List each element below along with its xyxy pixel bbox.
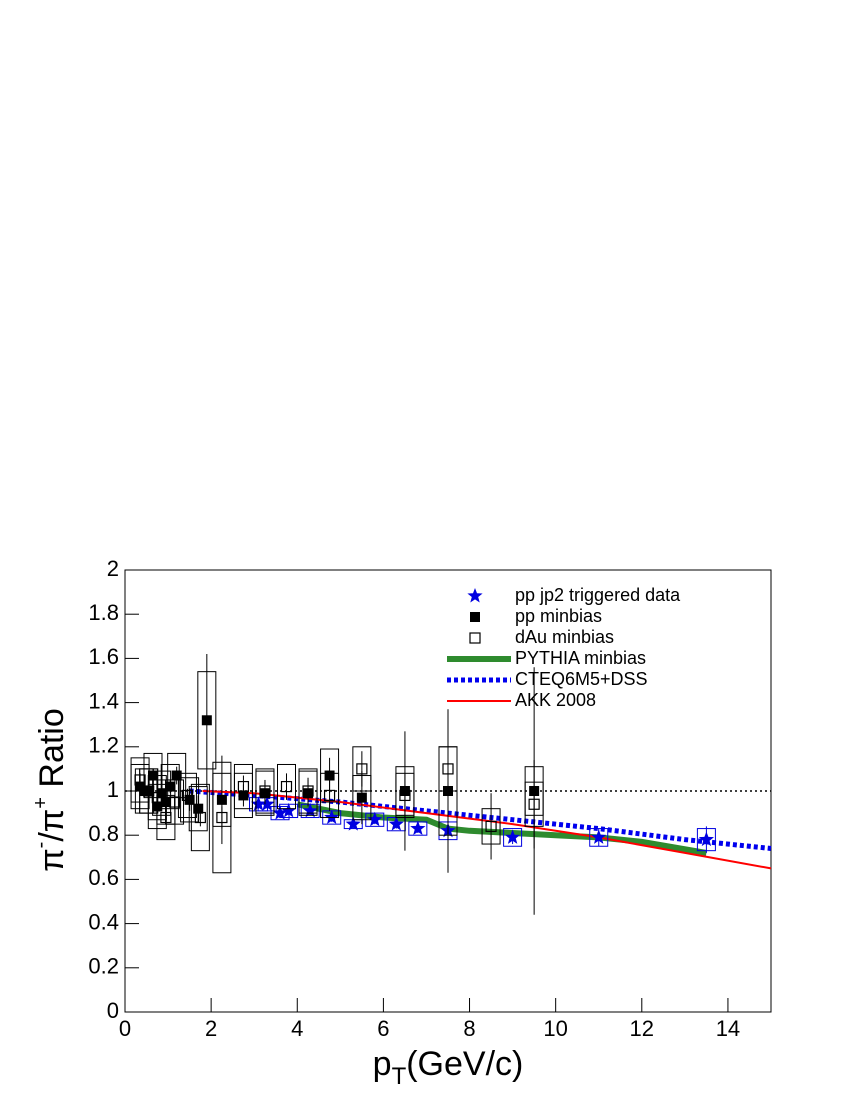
data-point bbox=[181, 789, 194, 802]
x-tick-label: 8 bbox=[463, 1016, 475, 1041]
y-tick-label: 1.4 bbox=[88, 688, 119, 713]
y-tick-label: 1.6 bbox=[88, 644, 119, 669]
data-point bbox=[201, 715, 212, 726]
systematic-box bbox=[212, 761, 232, 874]
y-label-part: /π bbox=[33, 809, 71, 842]
data-point bbox=[367, 811, 383, 827]
data-point bbox=[324, 809, 340, 824]
systematic-box bbox=[320, 772, 340, 819]
legend-label: pp minbias bbox=[515, 606, 602, 626]
systematic-box bbox=[255, 768, 275, 814]
data-point bbox=[591, 829, 607, 844]
x-axis-label: pT(GeV/c) bbox=[373, 1045, 524, 1090]
y-tick-label: 1.8 bbox=[88, 600, 119, 625]
data-point bbox=[505, 829, 521, 844]
data-point bbox=[259, 796, 275, 811]
y-label-part: Ratio bbox=[33, 708, 71, 797]
data-point bbox=[216, 794, 227, 805]
data-point bbox=[193, 803, 204, 814]
systematic-box bbox=[352, 746, 372, 792]
data-point bbox=[194, 811, 206, 824]
legend-swatch bbox=[467, 588, 483, 603]
data-point bbox=[399, 789, 411, 802]
legend-label: pp jp2 triggered data bbox=[515, 585, 681, 605]
x-tick-label: 12 bbox=[630, 1016, 654, 1041]
legend-swatch bbox=[470, 612, 480, 622]
x-tick-label: 2 bbox=[205, 1016, 217, 1041]
data-point bbox=[280, 780, 293, 793]
systematic-box bbox=[177, 772, 197, 819]
x-label-part: p bbox=[373, 1045, 392, 1083]
data-point bbox=[302, 785, 314, 797]
x-label-part: (GeV/c) bbox=[406, 1045, 523, 1083]
systematic-box bbox=[165, 779, 185, 825]
data-point bbox=[356, 792, 367, 803]
data-point bbox=[442, 763, 454, 775]
y-tick-label: 0.4 bbox=[88, 909, 119, 934]
data-point bbox=[302, 802, 318, 818]
data-point bbox=[324, 770, 335, 781]
y-tick-label: 0.2 bbox=[88, 954, 119, 979]
y-label-part: π bbox=[33, 848, 71, 871]
x-label-part: T bbox=[392, 1063, 407, 1090]
data-point bbox=[216, 811, 228, 824]
data-point bbox=[485, 820, 497, 832]
x-tick-label: 4 bbox=[291, 1016, 303, 1041]
y-tick-label: 0 bbox=[107, 998, 119, 1023]
x-tick-label: 0 bbox=[119, 1016, 131, 1041]
legend-label: dAu minbias bbox=[515, 627, 614, 647]
y-tick-label: 1 bbox=[107, 777, 119, 802]
data-point bbox=[168, 796, 181, 808]
systematic-box bbox=[503, 828, 523, 847]
data-point bbox=[528, 798, 540, 810]
legend-label: PYTHIA minbias bbox=[515, 648, 646, 668]
y-axis-label: π-/π+ Ratio bbox=[30, 708, 71, 872]
legend-swatch bbox=[469, 632, 481, 644]
data-point bbox=[698, 831, 714, 847]
y-tick-label: 1.2 bbox=[88, 733, 119, 758]
y-label-part: + bbox=[30, 797, 52, 809]
legend-label: AKK 2008 bbox=[515, 690, 596, 710]
systematic-box bbox=[190, 783, 210, 852]
y-label-part: - bbox=[30, 842, 52, 849]
y-tick-label: 2 bbox=[107, 556, 119, 581]
data-point bbox=[323, 789, 336, 802]
data-point bbox=[281, 802, 297, 818]
data-point bbox=[259, 785, 271, 797]
systematic-box bbox=[298, 768, 318, 814]
systematic-box bbox=[233, 763, 253, 810]
y-tick-label: 0.6 bbox=[88, 865, 119, 890]
data-point bbox=[356, 763, 368, 775]
data-point bbox=[165, 781, 176, 792]
systematic-box bbox=[160, 763, 180, 810]
x-tick-label: 6 bbox=[377, 1016, 389, 1041]
x-tick-label: 14 bbox=[716, 1016, 740, 1041]
x-tick-label: 10 bbox=[543, 1016, 567, 1041]
model-line bbox=[296, 801, 707, 856]
data-point bbox=[345, 816, 361, 831]
systematic-box bbox=[277, 763, 296, 810]
data-point bbox=[388, 816, 404, 831]
data-point bbox=[410, 820, 426, 835]
systematic-box bbox=[188, 786, 208, 832]
legend-label: CTEQ6M5+DSS bbox=[515, 669, 648, 689]
y-tick-label: 0.8 bbox=[88, 821, 119, 846]
data-point bbox=[237, 780, 250, 793]
data-point bbox=[171, 770, 182, 781]
